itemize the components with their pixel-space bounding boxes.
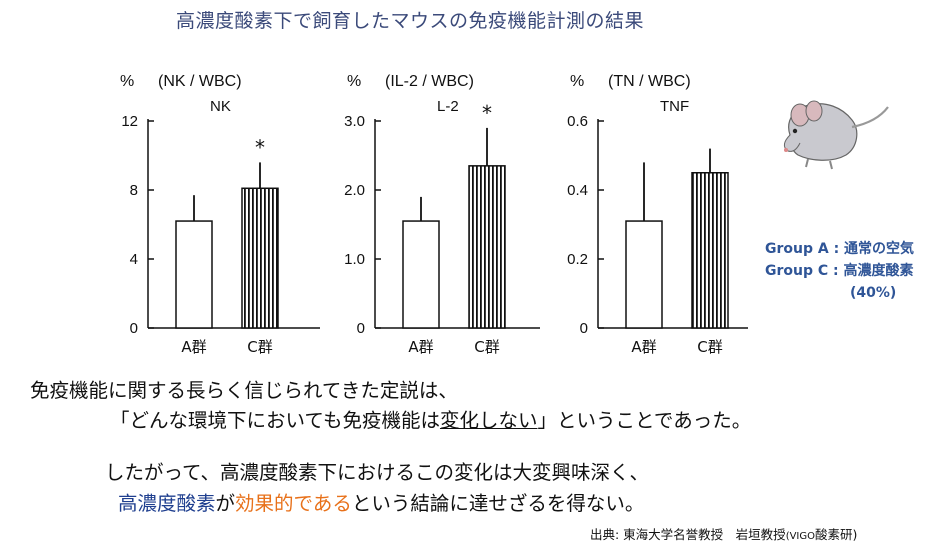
text-line-2-underline: 変化しない — [439, 409, 538, 432]
page-title: 高濃度酸素下で飼育したマウスの免疫機能計測の結果 — [175, 10, 644, 32]
bar-group-a — [175, 220, 213, 329]
chart-subtitle: TNF — [660, 98, 689, 115]
chart-1: 0 4 8 12% (NK / WBC) NK A群 C群 * — [120, 73, 320, 356]
y-tick-label: 0.4 — [567, 182, 588, 199]
y-tick-label: 8 — [130, 182, 138, 199]
source-org-prefix: (VIGO — [785, 531, 815, 542]
y-tick-label: 4 — [130, 251, 138, 268]
y-unit-label: % — [570, 73, 584, 90]
text-line-4-post: という結論に達せざるを得ない。 — [351, 492, 645, 515]
category-label: C群 — [474, 338, 499, 356]
category-label: C群 — [697, 338, 722, 356]
category-label: A群 — [181, 338, 206, 356]
y-tick-label: 0 — [130, 320, 138, 337]
chart-subtitle: L-2 — [437, 98, 459, 115]
text-line-3: したがって、高濃度酸素下におけるこの変化は大変興味深く、 — [105, 461, 650, 484]
y-tick-label: 0.6 — [567, 113, 588, 130]
bar-group-c — [691, 172, 729, 329]
charts-area: 0 4 8 12% (NK / WBC) NK A群 C群 * 0 1.0 2.0 3.0% (IL-2 … — [120, 73, 889, 356]
text-line-1: 免疫機能に関する長らく信じられてきた定説は、 — [30, 379, 458, 402]
chart-title: (NK / WBC) — [158, 73, 242, 90]
y-tick-label: 1.0 — [344, 251, 365, 268]
y-tick-label: 0.2 — [567, 251, 588, 268]
bar-group-c — [468, 165, 506, 329]
category-label: A群 — [631, 338, 656, 356]
y-unit-label: % — [120, 73, 134, 90]
y-tick-label: 0 — [357, 320, 365, 337]
category-label: C群 — [247, 338, 272, 356]
text-line-2-post: 」ということであった。 — [537, 409, 752, 432]
source-main: 出典: 東海大学名誉教授 岩垣教授 — [590, 527, 786, 542]
source-citation: 出典: 東海大学名誉教授 岩垣教授(VIGO酸素研) — [590, 524, 857, 543]
bar-group-a — [625, 220, 663, 329]
source-org-suffix: 酸素研) — [815, 527, 858, 542]
legend-group-a: Group A : 通常の空気 — [765, 241, 915, 257]
category-label: A群 — [408, 338, 433, 356]
y-tick-label: 3.0 — [344, 113, 365, 130]
chart-3: 0 0.2 0.4 0.6% (TN / WBC) TNF A群 C群 — [567, 73, 748, 356]
chart-title: (IL-2 / WBC) — [385, 73, 474, 90]
chart-title: (TN / WBC) — [608, 73, 691, 90]
y-unit-label: % — [347, 73, 361, 90]
text-line-4: 高濃度酸素が効果的であるという結論に達せざるを得ない。 — [118, 487, 952, 516]
chart-subtitle: NK — [210, 98, 231, 115]
chart-2: 0 1.0 2.0 3.0% (IL-2 / WBC) L-2 A群 C群 * — [344, 73, 540, 356]
text-line-4-blue: 高濃度酸素 — [118, 492, 216, 515]
text-line-2: 「どんな環境下においても免疫機能は変化しない」ということであった。 — [110, 404, 952, 433]
mouse-illustration — [783, 100, 889, 170]
bar-group-c — [241, 187, 279, 329]
bar-group-a — [402, 220, 440, 329]
significance-marker: * — [255, 135, 265, 159]
text-line-4-orange: 効果的である — [235, 492, 352, 515]
legend-group-c-concentration: (40%) — [850, 285, 897, 301]
y-tick-label: 2.0 — [344, 182, 365, 199]
group-legend: Group A : 通常の空気 Group C : 高濃度酸素 (40%) — [765, 238, 950, 304]
text-line-4-mid: が — [215, 492, 236, 515]
legend-group-c: Group C : 高濃度酸素 — [765, 263, 914, 279]
y-tick-label: 12 — [121, 113, 138, 130]
y-tick-label: 0 — [580, 320, 588, 337]
text-line-2-pre: 「どんな環境下においても免疫機能は — [110, 409, 440, 432]
significance-marker: * — [482, 101, 492, 125]
